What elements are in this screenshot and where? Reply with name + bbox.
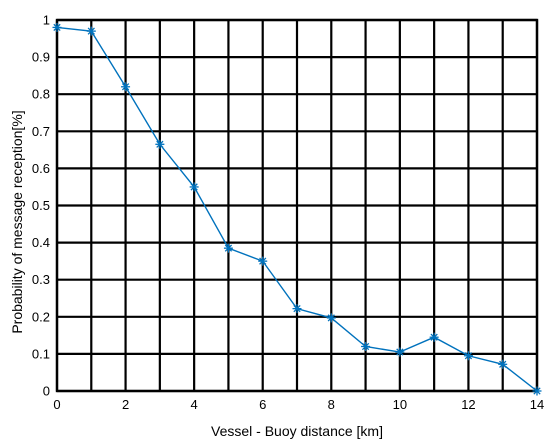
data-point: [86, 26, 96, 36]
x-tick-label: 10: [393, 397, 407, 412]
data-point: [223, 243, 233, 253]
y-tick-label: 0.7: [32, 124, 50, 139]
data-point: [498, 359, 508, 369]
data-point: [463, 351, 473, 361]
x-tick-label: 2: [122, 397, 129, 412]
y-axis-label: Probability of message reception[%]: [9, 110, 25, 333]
axes: [55, 18, 539, 393]
data-point: [189, 182, 199, 192]
data-point: [532, 386, 542, 396]
y-tick-label: 0.8: [32, 87, 50, 102]
y-tick-label: 0.1: [32, 346, 50, 361]
series-layer: [52, 22, 542, 396]
y-tick-label: 0.3: [32, 272, 50, 287]
data-point: [326, 313, 336, 323]
grid: [55, 18, 539, 393]
y-tick-label: 0.6: [32, 161, 50, 176]
data-point: [429, 332, 439, 342]
x-tick-label: 0: [53, 397, 60, 412]
x-axis-label: Vessel - Buoy distance [km]: [211, 423, 383, 439]
plot-frame: [55, 18, 539, 393]
y-tick-label: 0: [43, 384, 50, 399]
data-point: [52, 22, 62, 32]
y-tick-label: 0.5: [32, 198, 50, 213]
y-tick-label: 0.2: [32, 309, 50, 324]
data-point: [121, 82, 131, 92]
x-tick-label: 6: [259, 397, 266, 412]
x-tick-label: 12: [461, 397, 475, 412]
data-point: [292, 304, 302, 314]
y-tick-label: 1: [43, 13, 50, 28]
y-tick-label: 0.4: [32, 235, 50, 250]
x-tick-label: 14: [530, 397, 544, 412]
data-point: [395, 347, 405, 357]
data-point: [258, 256, 268, 266]
data-point: [361, 341, 371, 351]
data-point: [155, 139, 165, 149]
y-tick-label: 0.9: [32, 50, 50, 65]
x-tick-label: 4: [191, 397, 198, 412]
x-tick-label: 8: [328, 397, 335, 412]
tick-labels: 0 2 4 6 8 10 12 14 0 0.1 0.2 0.3 0.4 0.5 0.6 0.7 0.8 0.9 1: [32, 13, 544, 413]
